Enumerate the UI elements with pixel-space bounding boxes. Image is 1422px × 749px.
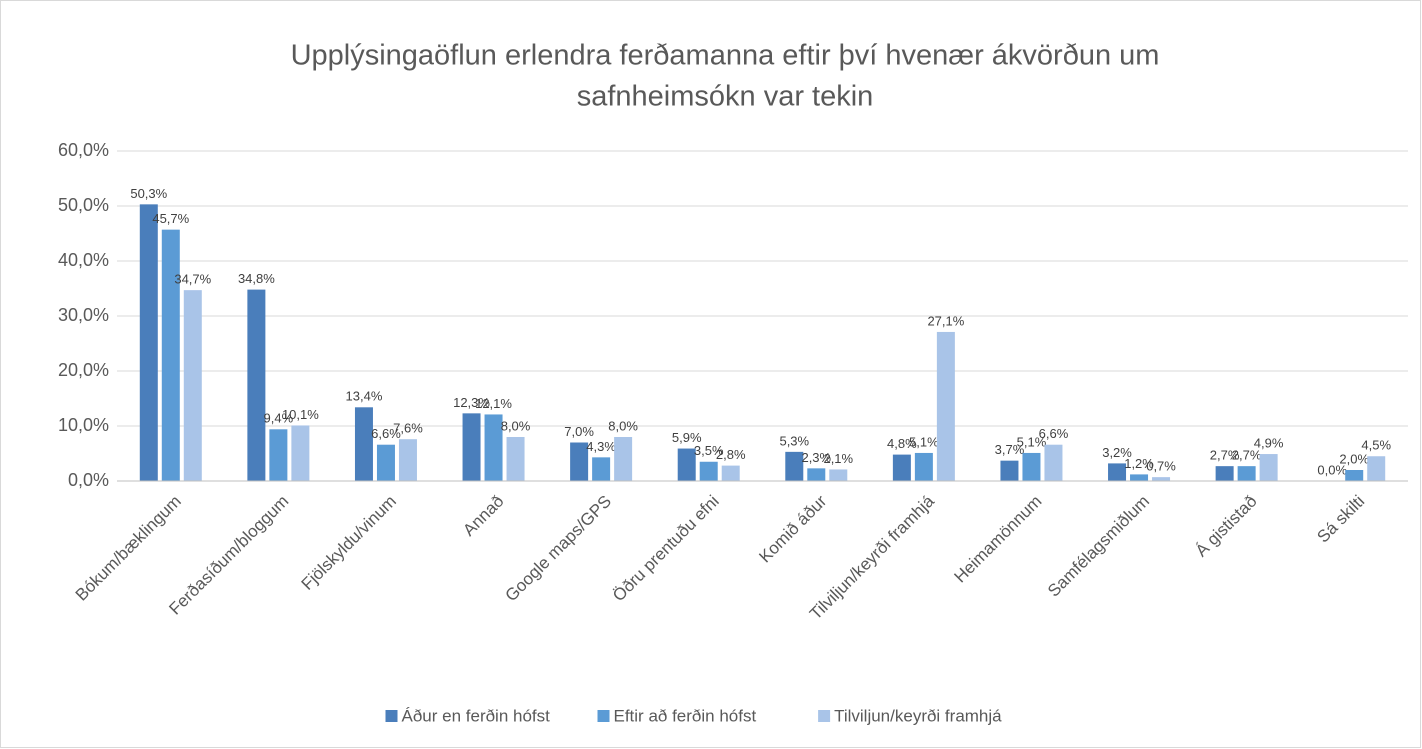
bar [785, 451, 804, 481]
bar [1215, 466, 1234, 481]
bar [570, 442, 589, 481]
bar [1044, 444, 1063, 481]
y-tick-label: 60,0% [58, 140, 109, 160]
bar [1108, 463, 1127, 481]
y-tick-label: 20,0% [58, 360, 109, 380]
bar [354, 407, 373, 481]
value-label: 10,1% [282, 407, 319, 422]
value-label: 27,1% [927, 313, 964, 328]
bar [721, 465, 740, 481]
chart-title: Upplýsingaöflun erlendra ferðamanna efti… [291, 40, 1160, 72]
bar [592, 457, 611, 481]
value-label: 12,3% [453, 395, 490, 410]
bar [1000, 460, 1019, 481]
value-label: 5,3% [779, 433, 809, 448]
value-label: 2,7% [1232, 448, 1262, 463]
value-label: 7,6% [393, 421, 423, 436]
bar [269, 429, 288, 481]
bar [139, 204, 158, 481]
value-label: 8,0% [608, 418, 638, 433]
bar [462, 413, 481, 481]
bar [1345, 470, 1364, 481]
y-tick-label: 0,0% [68, 470, 109, 490]
value-label: 2,1% [823, 451, 853, 466]
y-tick-label: 40,0% [58, 250, 109, 270]
bar [1259, 454, 1278, 481]
value-label: 5,9% [672, 430, 702, 445]
bar [807, 468, 826, 481]
bar [936, 331, 955, 481]
legend-swatch [597, 710, 610, 722]
legend-label: Tilviljun/keyrði framhjá [834, 706, 1002, 725]
bar [1367, 456, 1386, 481]
value-label: 4,8% [887, 436, 917, 451]
bar [161, 229, 180, 481]
legend-swatch [385, 710, 398, 722]
value-label: 5,1% [1017, 434, 1047, 449]
bar [892, 454, 911, 481]
value-label: 13,4% [346, 389, 383, 404]
bar [829, 469, 848, 481]
bar [699, 461, 718, 481]
value-label: 3,2% [1102, 445, 1132, 460]
bar [506, 437, 525, 481]
bar [291, 425, 310, 481]
bar [183, 290, 202, 481]
bar [376, 444, 395, 481]
value-label: 50,3% [130, 186, 167, 201]
legend-label: Áður en ferðin hófst [402, 706, 551, 725]
value-label: 5,1% [909, 434, 939, 449]
value-label: 4,5% [1361, 438, 1391, 453]
value-label: 8,0% [501, 418, 531, 433]
value-label: 2,3% [801, 450, 831, 465]
value-label: 0,7% [1146, 459, 1176, 474]
bar [614, 437, 633, 481]
bar [1152, 477, 1171, 481]
bar [1130, 474, 1149, 481]
value-label: 2,8% [716, 447, 746, 462]
bar [398, 439, 417, 481]
bar [677, 448, 696, 481]
value-label: 3,5% [694, 443, 724, 458]
value-label: 2,0% [1339, 451, 1369, 466]
bar [484, 414, 503, 481]
value-label: 4,9% [1254, 435, 1284, 450]
y-tick-label: 10,0% [58, 415, 109, 435]
y-tick-label: 50,0% [58, 195, 109, 215]
value-label: 2,7% [1210, 448, 1240, 463]
legend-label: Eftir að ferðin hófst [614, 706, 757, 725]
bar [1022, 452, 1041, 481]
value-label: 1,2% [1124, 456, 1154, 471]
y-tick-label: 30,0% [58, 305, 109, 325]
value-label: 12,1% [475, 396, 512, 411]
value-label: 45,7% [152, 211, 189, 226]
bar [1237, 466, 1256, 481]
value-label: 7,0% [564, 424, 594, 439]
bar [914, 452, 933, 481]
value-label: 4,3% [586, 439, 616, 454]
value-label: 6,6% [1039, 426, 1069, 441]
value-label: 6,6% [371, 426, 401, 441]
value-label: 9,4% [264, 411, 294, 426]
value-label: 34,8% [238, 271, 275, 286]
value-label: 0,0% [1317, 462, 1347, 477]
bar [247, 289, 266, 481]
chart-title: safnheimsókn var tekin [577, 81, 874, 113]
value-label: 34,7% [174, 272, 211, 287]
value-label: 3,7% [995, 442, 1025, 457]
legend-swatch [818, 710, 831, 722]
